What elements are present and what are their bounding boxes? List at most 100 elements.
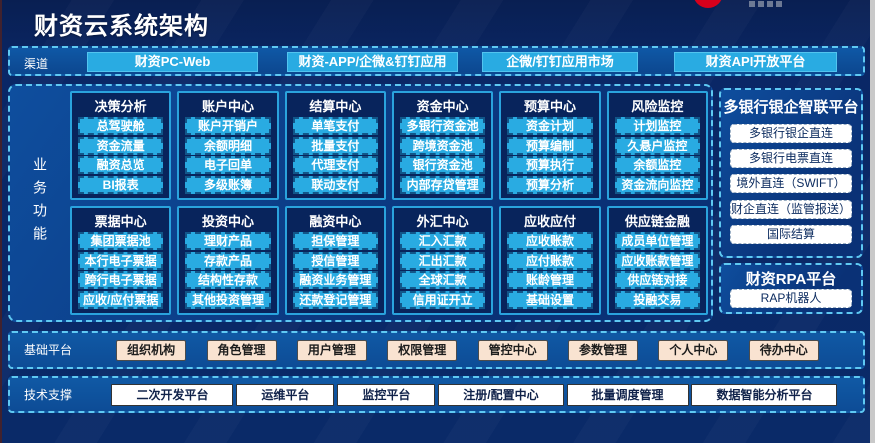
module-item: 理财产品	[185, 232, 271, 251]
page-title: 财资云系统架构	[34, 13, 209, 40]
logo-text-placeholder	[749, 1, 782, 7]
module-item: 集团票据池	[78, 232, 164, 251]
header: 财资云系统架构	[0, 0, 875, 42]
rpa-platform-panel: 财资RPA平台 RAP机器人	[719, 263, 863, 314]
module-title: 供应链金融	[624, 214, 690, 229]
module-item: 成员单位管理	[614, 232, 700, 251]
module-item: 内部存贷管理	[400, 175, 486, 194]
module-item: 余额明细	[185, 136, 271, 155]
module-item: 银行资金池	[400, 156, 486, 175]
window-left-edge	[0, 0, 2, 443]
business-functions-label: 业务功能	[32, 157, 48, 249]
channel-app-marketplace: 企微/钉钉应用市场	[482, 52, 638, 72]
module-title: 账户中心	[201, 99, 254, 114]
module-item: 本行电子票据	[78, 251, 164, 270]
module-risk-monitoring: 风险监控 计划监控 久悬户监控 余额监控 资金流向监控	[606, 91, 708, 200]
module-item: 跨境资金池	[400, 136, 486, 155]
module-item: 资金流向监控	[614, 175, 700, 194]
window-right-edge	[870, 0, 875, 443]
module-item: 久悬户监控	[614, 136, 700, 155]
module-item: 融资总览	[78, 156, 164, 175]
bank-connect-platform-panel: 多银行银企智联平台 多银行银企直连 多银行电票直连 境外直连（SWIFT） 财企…	[719, 88, 863, 258]
module-item: BI报表	[78, 175, 164, 194]
base-platform-label: 基础平台	[24, 342, 73, 357]
tech-item: 批量调度管理	[566, 383, 689, 406]
module-bills-center: 票据中心 集团票据池 本行电子票据 跨行电子票据 应收/应付票据	[70, 206, 172, 315]
module-item: 供应链对接	[614, 271, 700, 290]
bank-connect-platform-title: 多银行银企智联平台	[723, 99, 859, 116]
base-item: 组织机构	[116, 339, 187, 361]
channel-api-platform: 财资API开放平台	[674, 52, 837, 72]
module-item: 账龄管理	[507, 271, 593, 290]
module-title: 结算中心	[309, 99, 362, 114]
module-item: 汇出汇款	[400, 251, 486, 270]
module-item: 电子回单	[185, 156, 271, 175]
module-item: 存款产品	[185, 251, 271, 270]
module-ar-ap: 应收应付 应收账款 应付账款 账龄管理 基础设置	[499, 206, 601, 315]
base-item: 用户管理	[296, 339, 367, 361]
module-item: 资金计划	[507, 117, 593, 136]
module-budget-center: 预算中心 资金计划 预算编制 预算执行 预算分析	[499, 91, 601, 200]
panel-item: RAP机器人	[730, 289, 852, 308]
module-item: 单笔支付	[292, 117, 378, 136]
base-item: 个人中心	[658, 339, 729, 361]
module-forex-center: 外汇中心 汇入汇款 汇出汇款 全球汇款 信用证开立	[392, 206, 494, 315]
module-item: 联动支付	[292, 175, 378, 194]
logo-mark-icon	[693, 0, 723, 8]
tech-item: 数据智能分析平台	[691, 383, 838, 406]
module-item: 跨行电子票据	[78, 271, 164, 290]
channel-pc-web: 财资PC-Web	[87, 52, 258, 72]
module-account-center: 账户中心 账户开销户 余额明细 电子回单 多级账簿	[177, 91, 279, 200]
module-item: 资金流量	[78, 136, 164, 155]
base-platform-row: 基础平台 组织机构 角色管理 用户管理 权限管理 管控中心 参数管理 个人中心 …	[8, 331, 865, 369]
module-item: 总驾驶舱	[78, 117, 164, 136]
panel-item: 国际结算	[730, 224, 852, 244]
module-item: 汇入汇款	[400, 232, 486, 251]
panel-item: 境外直连（SWIFT）	[730, 174, 852, 194]
tech-item: 注册/配置中心	[438, 383, 564, 406]
module-item: 预算分析	[507, 175, 593, 194]
module-funds-center: 资金中心 多银行资金池 跨境资金池 银行资金池 内部存贷管理	[392, 91, 494, 200]
tech-support-row: 技术支撑 二次开发平台 运维平台 监控平台 注册/配置中心 批量调度管理 数据智…	[8, 376, 865, 413]
module-item: 预算编制	[507, 136, 593, 155]
module-title: 决策分析	[94, 99, 147, 114]
module-item: 应收账款管理	[614, 251, 700, 270]
partner-logo	[693, 0, 823, 16]
module-item: 还款登记管理	[292, 290, 378, 309]
tech-item: 监控平台	[337, 383, 436, 406]
base-item: 角色管理	[206, 339, 277, 361]
module-item: 信用证开立	[400, 290, 486, 309]
module-title: 票据中心	[94, 214, 147, 229]
module-item: 应付账款	[507, 251, 593, 270]
channels-row: 渠道 财资PC-Web 财资-APP/企微&钉钉应用 企微/钉钉应用市场 财资A…	[8, 46, 865, 76]
module-title: 资金中心	[416, 99, 469, 114]
tech-item: 运维平台	[236, 383, 335, 406]
module-item: 账户开销户	[185, 117, 271, 136]
module-item: 应收/应付票据	[78, 290, 164, 309]
module-title: 外汇中心	[416, 214, 469, 229]
module-item: 基础设置	[507, 290, 593, 309]
module-item: 代理支付	[292, 156, 378, 175]
module-item: 多级账簿	[185, 175, 271, 194]
module-grid: 决策分析 总驾驶舱 资金流量 融资总览 BI报表 账户中心 账户开销户 余额明细…	[70, 91, 708, 315]
module-title: 预算中心	[523, 99, 576, 114]
module-item: 投融交易	[614, 290, 700, 309]
module-item: 融资业务管理	[292, 271, 378, 290]
panel-item: 多银行银企直连	[730, 124, 852, 144]
module-item: 授信管理	[292, 251, 378, 270]
base-item: 参数管理	[568, 339, 639, 361]
channel-app-wecom-dingtalk: 财资-APP/企微&钉钉应用	[287, 52, 458, 72]
module-item: 应收账款	[507, 232, 593, 251]
business-functions-panel: 业务功能 决策分析 总驾驶舱 资金流量 融资总览 BI报表 账户中心 账户开销户…	[8, 84, 713, 322]
base-item: 管控中心	[477, 339, 548, 361]
module-settlement-center: 结算中心 单笔支付 批量支付 代理支付 联动支付	[284, 91, 386, 200]
module-item: 结构性存款	[185, 271, 271, 290]
tech-item: 二次开发平台	[111, 383, 234, 406]
tech-support-label: 技术支撑	[24, 388, 73, 402]
module-item: 批量支付	[292, 136, 378, 155]
module-item: 担保管理	[292, 232, 378, 251]
module-title: 融资中心	[309, 214, 362, 229]
module-investment-center: 投资中心 理财产品 存款产品 结构性存款 其他投资管理	[177, 206, 279, 315]
panel-item: 财企直连（监管报送）	[730, 199, 852, 219]
module-title: 风险监控	[631, 99, 684, 114]
